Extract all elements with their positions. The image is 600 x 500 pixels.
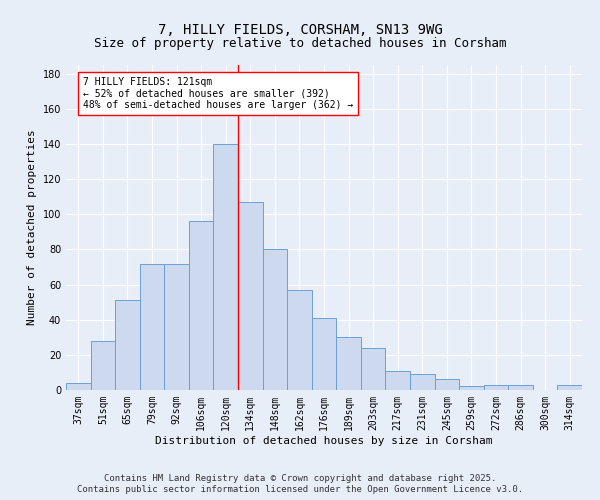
Bar [214,144,238,390]
Bar [312,318,336,390]
Text: 7 HILLY FIELDS: 121sqm
← 52% of detached houses are smaller (392)
48% of semi-de: 7 HILLY FIELDS: 121sqm ← 52% of detached… [83,78,353,110]
Bar [336,338,361,390]
Bar [238,202,263,390]
Bar [189,222,214,390]
Bar [385,370,410,390]
Text: Size of property relative to detached houses in Corsham: Size of property relative to detached ho… [94,38,506,51]
Bar [459,386,484,390]
Bar [115,300,140,390]
Bar [434,380,459,390]
Bar [263,250,287,390]
Bar [484,384,508,390]
Bar [557,384,582,390]
Text: 7, HILLY FIELDS, CORSHAM, SN13 9WG: 7, HILLY FIELDS, CORSHAM, SN13 9WG [158,22,442,36]
Bar [410,374,434,390]
Bar [66,383,91,390]
Bar [140,264,164,390]
Bar [361,348,385,390]
Y-axis label: Number of detached properties: Number of detached properties [27,130,37,326]
Bar [91,341,115,390]
X-axis label: Distribution of detached houses by size in Corsham: Distribution of detached houses by size … [155,436,493,446]
Text: Contains HM Land Registry data © Crown copyright and database right 2025.
Contai: Contains HM Land Registry data © Crown c… [77,474,523,494]
Bar [164,264,189,390]
Bar [287,290,312,390]
Bar [508,384,533,390]
